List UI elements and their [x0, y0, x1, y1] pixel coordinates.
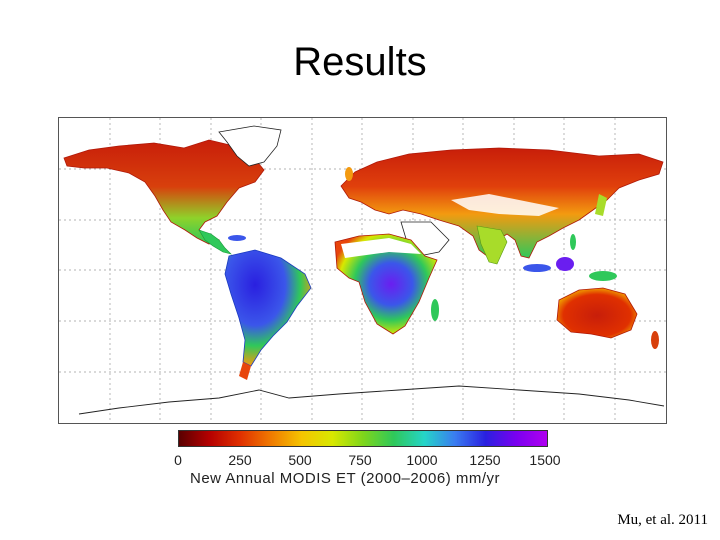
- citation-text: Mu, et al. 2011: [617, 512, 708, 528]
- colorbar-tick: 1500: [529, 452, 561, 468]
- colorbar-tick: 1250: [469, 452, 501, 468]
- india-region: [476, 225, 508, 265]
- colorbar-tick: 750: [348, 452, 372, 468]
- colorbar-tick: 250: [228, 452, 252, 468]
- colorbar-tick: 1000: [406, 452, 438, 468]
- greenland-region: [218, 125, 282, 167]
- sahara-desert: [341, 238, 421, 258]
- central-america-region: [198, 229, 232, 255]
- australia-region: [556, 287, 638, 339]
- colorbar-ticks: 0 250 500 750 1000 1250 1500: [160, 452, 580, 472]
- colorbar-tick: 500: [288, 452, 312, 468]
- colorbar-tick: 0: [174, 452, 182, 468]
- madagascar-region: [431, 299, 439, 321]
- map-svg: [59, 118, 666, 423]
- antarctica-outline: [78, 385, 665, 415]
- japan-region: [595, 194, 607, 216]
- patagonia-region: [239, 362, 251, 380]
- borneo-region: [556, 257, 574, 271]
- british-isles-region: [345, 167, 353, 181]
- colorbar-caption: New Annual MODIS ET (2000–2006) mm/yr: [190, 470, 501, 487]
- africa-region: [334, 233, 438, 335]
- et-world-map: [58, 117, 667, 424]
- central-asia-desert: [451, 194, 559, 216]
- sumatra-region: [523, 264, 551, 272]
- south-america-region: [224, 249, 312, 367]
- new-zealand-region: [651, 331, 659, 349]
- et-colorbar: [178, 430, 548, 447]
- caribbean-islands: [228, 235, 246, 241]
- slide-title: Results: [293, 40, 427, 84]
- north-america-region: [63, 139, 265, 245]
- new-guinea-region: [589, 271, 617, 281]
- philippines-region: [570, 234, 576, 250]
